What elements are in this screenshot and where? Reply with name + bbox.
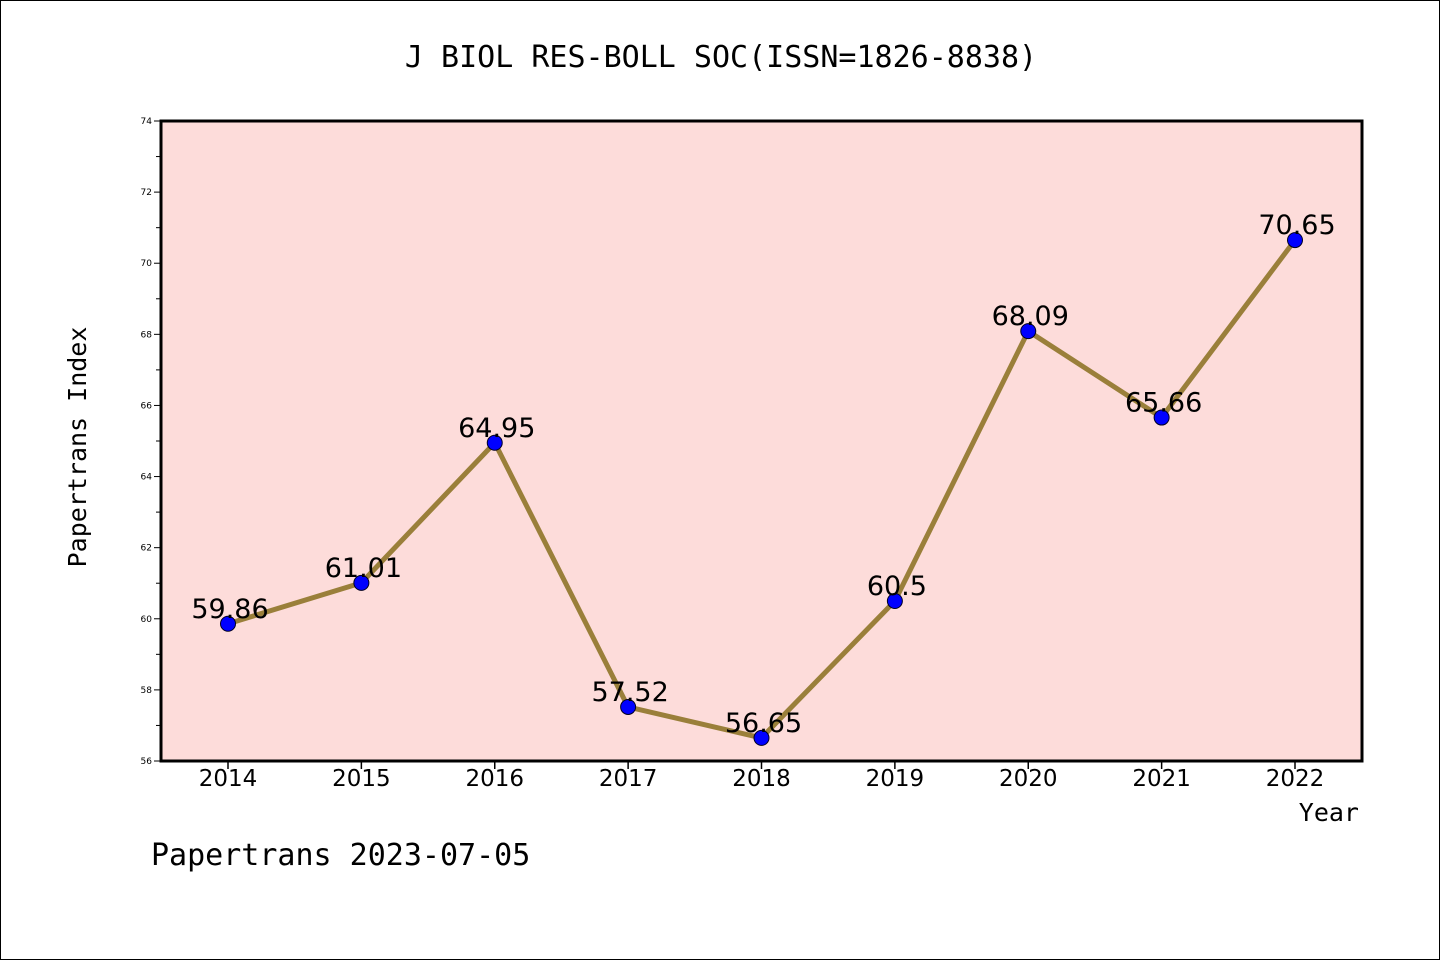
data-label: 60.5 bbox=[867, 571, 927, 602]
y-tick-label: 62 bbox=[141, 544, 152, 554]
y-tick-label: 58 bbox=[141, 686, 153, 696]
data-label: 65.66 bbox=[1125, 388, 1202, 419]
x-tick-label: 2019 bbox=[866, 766, 925, 792]
data-point bbox=[620, 698, 637, 715]
x-axis: 2014 2015 2016 2017 2018 2019 2020 2021 2022 bbox=[199, 761, 1325, 792]
data-label: 59.86 bbox=[191, 594, 268, 625]
data-label: 57.52 bbox=[591, 677, 668, 708]
data-point bbox=[1287, 232, 1303, 249]
x-tick-label: 2014 bbox=[199, 766, 258, 792]
x-tick-label: 2020 bbox=[999, 766, 1058, 792]
data-point bbox=[753, 729, 770, 746]
x-tick-label: 2018 bbox=[732, 766, 791, 792]
y-tick-label: 56 bbox=[141, 757, 153, 767]
x-axis-label: Year bbox=[1299, 798, 1359, 827]
y-tick-label: 72 bbox=[141, 188, 152, 198]
footer-text: Papertrans 2023-07-05 bbox=[151, 838, 530, 873]
data-label: 70.65 bbox=[1258, 210, 1335, 241]
y-axis-label: Papertrans Index bbox=[63, 327, 92, 568]
data-point bbox=[1153, 409, 1170, 426]
data-point bbox=[1020, 323, 1037, 340]
x-tick-label: 2015 bbox=[332, 766, 391, 792]
data-points bbox=[220, 232, 1303, 746]
x-tick-label: 2021 bbox=[1132, 766, 1191, 792]
x-tick-label: 2017 bbox=[599, 766, 658, 792]
x-tick-label: 2022 bbox=[1266, 766, 1325, 792]
data-point bbox=[886, 593, 903, 609]
y-tick-label: 74 bbox=[141, 117, 153, 127]
data-point bbox=[353, 574, 370, 591]
data-label: 56.65 bbox=[725, 708, 802, 739]
y-axis: 56 58 60 62 64 66 68 70 72 74 bbox=[141, 117, 161, 767]
data-labels: 59.86 61.01 64.95 57.52 56.65 60.5 68.09 65.66 7… bbox=[191, 210, 1335, 739]
data-point bbox=[220, 615, 236, 632]
plot-area bbox=[159, 119, 1364, 763]
data-label: 64.95 bbox=[458, 413, 535, 444]
data-label: 68.09 bbox=[992, 301, 1069, 332]
x-tick-label: 2016 bbox=[465, 766, 524, 792]
chart-title: J BIOL RES-BOLL SOC(ISSN=1826-8838) bbox=[405, 40, 1037, 75]
y-tick-label: 60 bbox=[141, 615, 153, 625]
y-tick-label: 68 bbox=[141, 330, 153, 340]
y-tick-label: 70 bbox=[141, 259, 153, 269]
y-tick-label: 64 bbox=[141, 473, 153, 483]
data-label: 61.01 bbox=[325, 553, 402, 584]
data-point bbox=[486, 434, 503, 451]
y-tick-label: 66 bbox=[141, 401, 153, 411]
